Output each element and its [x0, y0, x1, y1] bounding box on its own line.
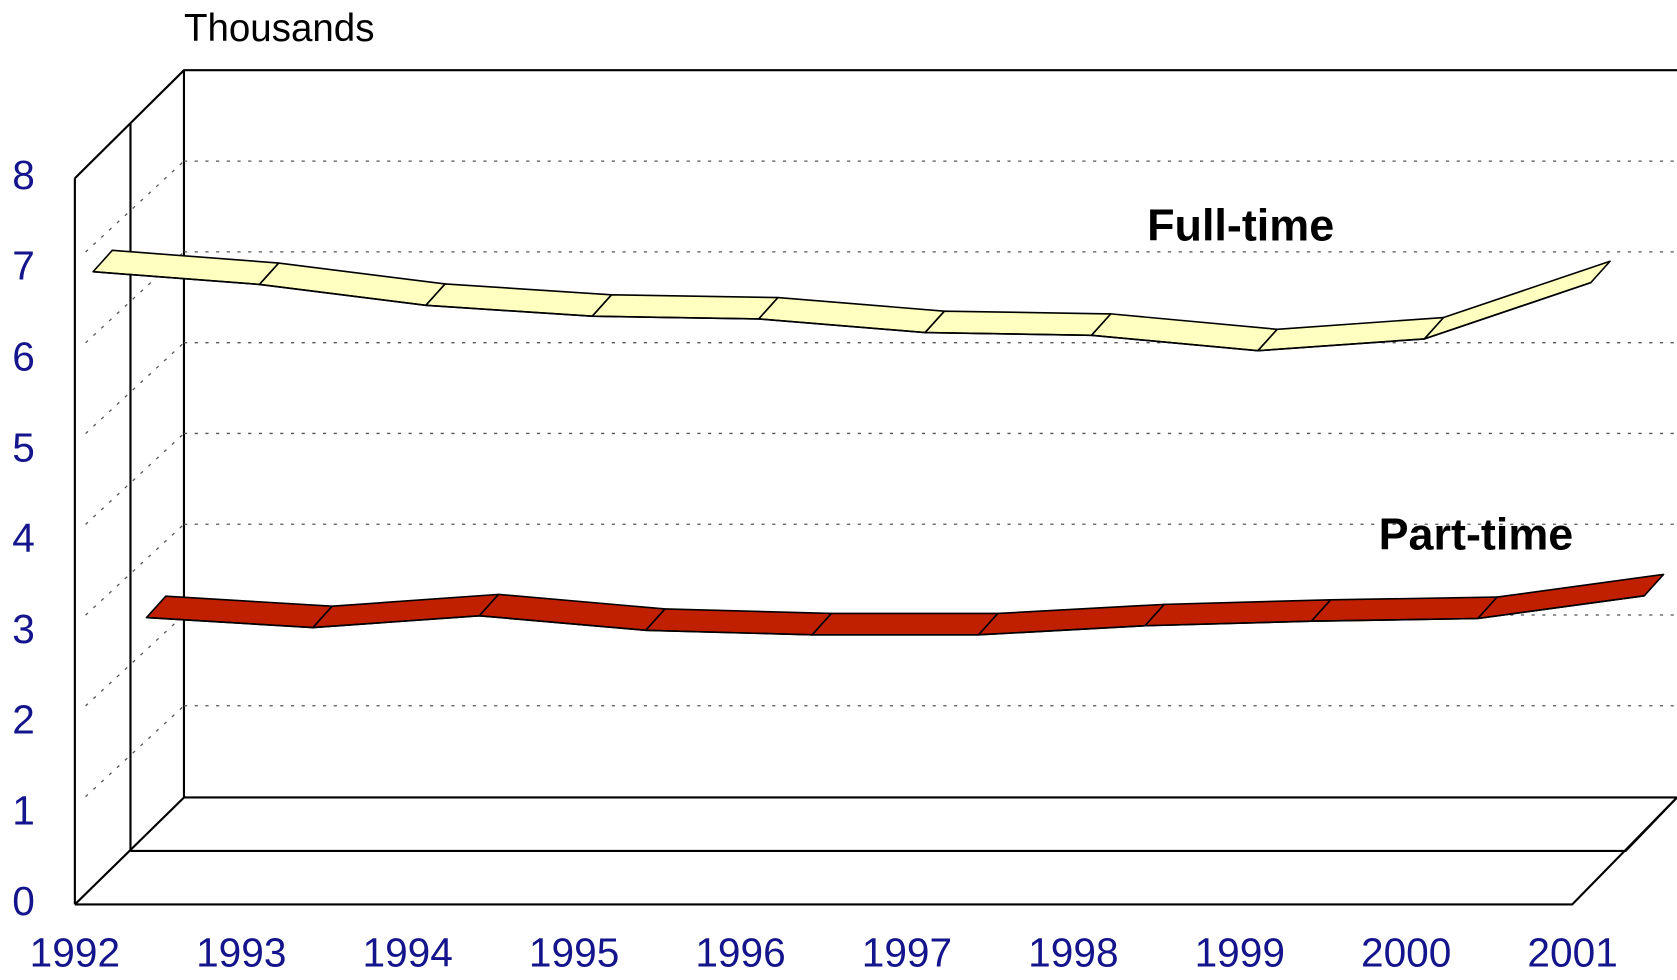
y-tick-label: 6 [12, 334, 35, 380]
ribbon-segment [312, 593, 500, 629]
y-tick-label: 7 [12, 243, 35, 289]
y-tick-label: 0 [12, 878, 35, 924]
side-grid-line [85, 251, 185, 344]
back-wall-top [74, 69, 1677, 179]
x-tick-label: 1994 [363, 930, 453, 976]
ribbon-segment [1090, 313, 1279, 352]
series-label: Part-time [1379, 508, 1574, 559]
x-tick-label: 1999 [1195, 930, 1285, 976]
ribbon-segment [811, 612, 999, 636]
y-tick-label: 4 [12, 515, 35, 561]
side-grid-line [85, 342, 185, 435]
ribbon-segment [1310, 596, 1498, 623]
x-tick-label: 1998 [1028, 930, 1118, 976]
ribbon-segment [924, 310, 1112, 337]
side-grid-line [85, 160, 185, 253]
series-label: Full-time [1147, 199, 1334, 250]
y-axis-label: Thousands [184, 7, 374, 50]
side-grid-line [85, 523, 185, 616]
x-tick-label: 1996 [695, 930, 785, 976]
ribbon-segment [478, 593, 666, 632]
x-tick-label: 2001 [1527, 930, 1617, 976]
x-tick-label: 1995 [529, 930, 619, 976]
ribbon-segment [1423, 260, 1611, 340]
x-tick-label: 1992 [30, 930, 120, 976]
ribbon-segment [591, 294, 779, 320]
ribbon-segment [258, 262, 446, 307]
x-tick-label: 1997 [862, 930, 952, 976]
x-tick-label: 2000 [1361, 930, 1451, 976]
y-tick-label: 1 [12, 787, 35, 833]
frame [73, 69, 1677, 906]
series-ribbon [145, 573, 1665, 636]
y-tick-label: 3 [12, 606, 35, 652]
series-line [92, 270, 1592, 352]
ribbon-segment [1257, 316, 1445, 352]
x-tick-label: 1993 [196, 930, 286, 976]
side-grid-line [85, 614, 185, 707]
y-tick-label: 5 [12, 424, 35, 470]
side-grid-line [85, 432, 185, 525]
y-tick-label: 8 [12, 152, 35, 198]
side-grid-line [85, 705, 185, 798]
series-line [146, 595, 1645, 636]
series-ribbon [92, 249, 1611, 352]
y-tick-label: 2 [12, 697, 35, 743]
floor-mid [130, 796, 1677, 853]
floor-left [74, 796, 185, 906]
